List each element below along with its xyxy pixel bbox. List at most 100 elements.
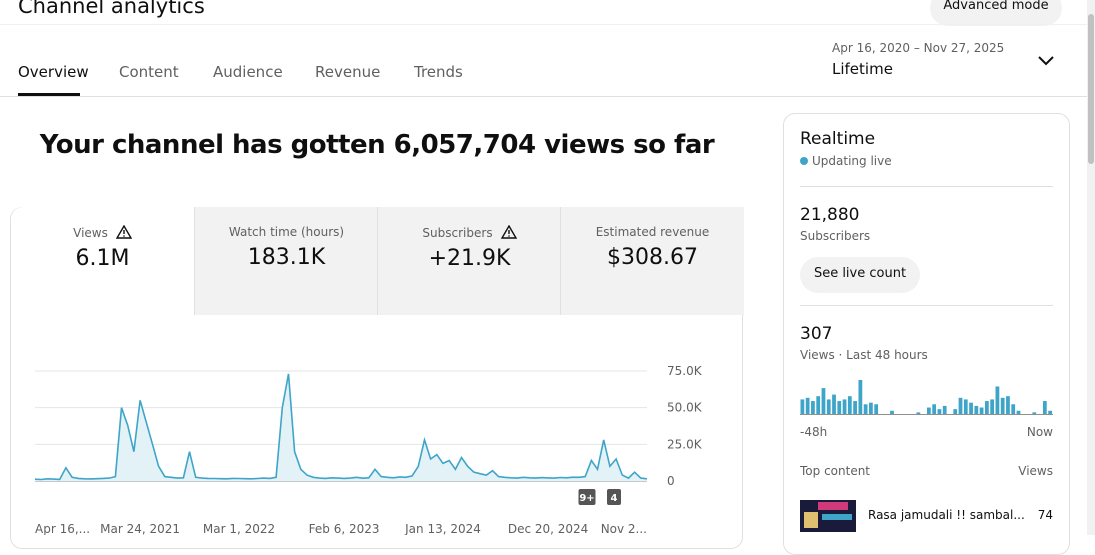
live-dot bbox=[800, 157, 808, 165]
x-tick-label: Mar 1, 2022 bbox=[203, 522, 275, 535]
realtime-bar bbox=[800, 399, 805, 414]
active-tab-underline bbox=[18, 93, 80, 96]
realtime-bar bbox=[932, 404, 937, 414]
realtime-chart: -48h Now bbox=[800, 380, 1053, 439]
x-tick-label: Jan 13, 2024 bbox=[404, 522, 481, 535]
realtime-bar bbox=[937, 409, 942, 414]
realtime-bar bbox=[1006, 396, 1010, 414]
realtime-bar bbox=[863, 404, 868, 414]
views-column: Views bbox=[1018, 464, 1053, 478]
metric-value: +21.9K bbox=[428, 246, 511, 271]
realtime-bar bbox=[1011, 404, 1016, 414]
tab[interactable]: Audience bbox=[213, 63, 283, 81]
realtime-bar bbox=[842, 399, 847, 414]
metric-tab[interactable]: Watch time (hours) 183.1K bbox=[194, 207, 378, 315]
metric-label-text: Watch time (hours) bbox=[228, 225, 345, 239]
metric-tab[interactable]: Subscribers +21.9K bbox=[377, 207, 561, 315]
realtime-bar bbox=[874, 404, 879, 414]
realtime-bar bbox=[995, 386, 1000, 414]
thumbnail[interactable] bbox=[800, 500, 856, 532]
divider bbox=[800, 305, 1053, 306]
subscriber-count: 21,880 bbox=[800, 205, 860, 225]
content-title[interactable]: Rasa jamudali !! sambal... bbox=[868, 508, 1025, 522]
period: Lifetime bbox=[832, 60, 893, 78]
realtime-bar bbox=[990, 399, 995, 414]
realtime-bar bbox=[832, 394, 836, 414]
metric-label-text: Subscribers bbox=[422, 226, 493, 240]
warning-icon bbox=[108, 224, 133, 240]
realtime-bar bbox=[942, 405, 947, 414]
realtime-bar bbox=[826, 399, 831, 414]
divider bbox=[800, 186, 1053, 187]
axis-label: -48h bbox=[800, 425, 827, 439]
dropdown-arrow[interactable] bbox=[1037, 54, 1055, 68]
realtime-bar bbox=[1048, 410, 1052, 414]
badge bbox=[578, 489, 596, 505]
headline: Your channel has gotten 6,057,704 views … bbox=[39, 130, 715, 160]
x-tick-label: Nov 2... bbox=[601, 522, 647, 535]
realtime-bar bbox=[821, 388, 826, 414]
metric-label: Views bbox=[11, 224, 194, 240]
realtime-bar bbox=[1042, 401, 1047, 414]
metric-value: $308.67 bbox=[607, 245, 698, 270]
metric-label-text: Estimated revenue bbox=[595, 225, 710, 239]
metric-label: Subscribers bbox=[378, 224, 561, 240]
realtime-title: Realtime bbox=[800, 129, 876, 149]
live-count-button[interactable]: See live count bbox=[800, 257, 920, 293]
realtime-bar bbox=[958, 397, 963, 414]
tab-divider bbox=[0, 96, 1087, 97]
realtime-bar bbox=[811, 401, 815, 414]
warning-icon bbox=[493, 224, 517, 240]
realtime-bar bbox=[963, 399, 968, 414]
advanced-mode-button[interactable]: Advanced mode bbox=[930, 0, 1062, 26]
metric-tab[interactable]: Views 6.1M bbox=[11, 207, 194, 315]
realtime-bar bbox=[974, 405, 979, 414]
subscriber-label: Subscribers bbox=[800, 229, 871, 243]
x-tick-label: Feb 6, 2023 bbox=[309, 522, 380, 535]
realtime-bar bbox=[858, 380, 863, 414]
scroll-thumb[interactable] bbox=[1088, 14, 1094, 164]
x-tick-label: Mar 24, 2021 bbox=[100, 522, 180, 535]
x-tick-label: Apr 16,... bbox=[35, 522, 90, 535]
metric-label-text: Views bbox=[73, 226, 108, 240]
badge bbox=[607, 489, 621, 505]
y-tick-label: 50.0K bbox=[667, 401, 703, 415]
realtime-bar bbox=[984, 401, 989, 414]
tab[interactable]: Overview bbox=[18, 63, 89, 81]
date-range: Apr 16, 2020 – Nov 27, 2025 bbox=[832, 41, 1005, 55]
axis-label: Now bbox=[1027, 425, 1053, 439]
metric-value: 183.1K bbox=[247, 245, 326, 270]
content-views: 74 bbox=[1037, 508, 1053, 522]
realtime-bar bbox=[979, 407, 984, 414]
y-tick-label: 75.0K bbox=[667, 364, 703, 378]
realtime-bar bbox=[847, 396, 852, 414]
metric-value: 6.1M bbox=[75, 246, 130, 271]
badge-label: 9+ bbox=[579, 493, 594, 504]
realtime-bar bbox=[1032, 412, 1037, 414]
live-status: Updating live bbox=[812, 154, 892, 168]
realtime-bar bbox=[916, 412, 921, 414]
realtime-bar bbox=[890, 410, 894, 414]
tab[interactable]: Revenue bbox=[315, 63, 381, 81]
y-tick-label: 25.0K bbox=[667, 437, 703, 451]
metric-tab[interactable]: Estimated revenue $308.67 bbox=[560, 207, 744, 315]
metric-label: Watch time (hours) bbox=[195, 225, 378, 239]
realtime-bar bbox=[1016, 410, 1021, 414]
realtime-bar bbox=[837, 401, 842, 414]
tab[interactable]: Content bbox=[119, 63, 179, 81]
realtime-bar bbox=[816, 396, 821, 414]
views-count: 307 bbox=[800, 324, 833, 344]
header-divider bbox=[0, 24, 1087, 25]
realtime-bar bbox=[869, 402, 873, 414]
realtime-bar bbox=[853, 401, 857, 414]
area bbox=[35, 373, 647, 481]
realtime-bar bbox=[927, 407, 931, 414]
scrollbar bbox=[1087, 0, 1095, 535]
realtime-bar bbox=[1000, 397, 1005, 414]
realtime-bar bbox=[805, 397, 810, 414]
top-content-title: Top content bbox=[800, 464, 871, 478]
tab[interactable]: Trends bbox=[414, 63, 463, 81]
badge-label: 4 bbox=[611, 493, 618, 504]
y-tick-label: 0 bbox=[667, 474, 675, 488]
